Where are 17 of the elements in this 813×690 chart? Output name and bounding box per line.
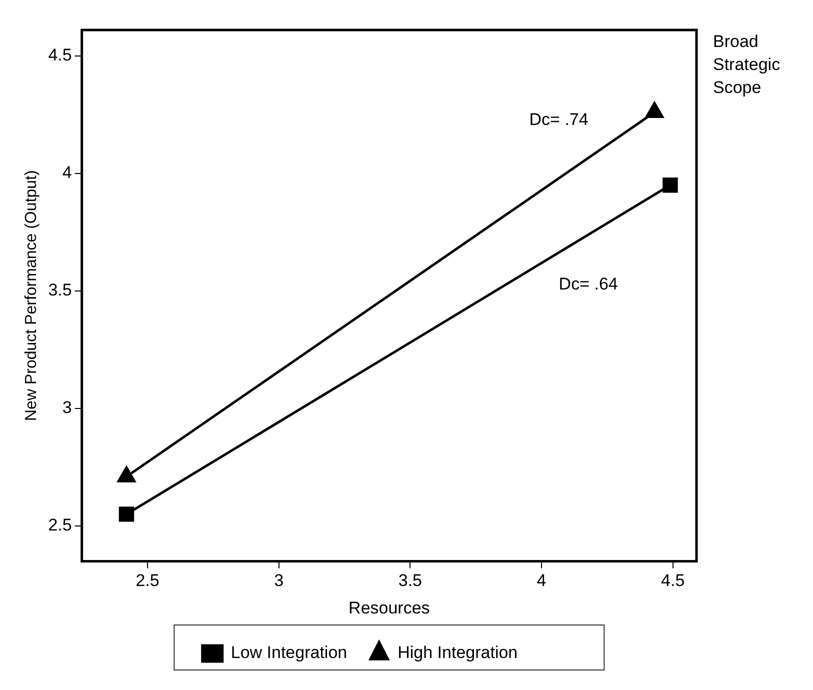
x-tick-label: 3.5 — [398, 571, 422, 590]
legend-label: High Integration — [398, 643, 518, 662]
legend-label: Low Integration — [230, 643, 348, 662]
annotation: Dc= .64 — [558, 274, 618, 294]
text: Broad Strategic Scope — [713, 31, 782, 99]
y-tick-label: 2.5 — [48, 516, 72, 535]
y-axis-title: New Product Performance (Output) — [23, 170, 40, 421]
y-tick-label: 4 — [62, 163, 72, 182]
annotation: Dc= .74 — [529, 110, 588, 129]
x-axis-title: Resources — [348, 598, 430, 618]
x-tick-label: 4 — [536, 571, 546, 590]
x-tick-label: 2.5 — [136, 571, 160, 590]
y-tick-label: 3.5 — [48, 280, 72, 300]
x-tick-label: 4.5 — [661, 571, 685, 590]
y-tick-label: 4.5 — [48, 46, 72, 65]
y-tick-label: 3 — [62, 398, 72, 418]
x-tick-label: 3 — [274, 571, 284, 590]
